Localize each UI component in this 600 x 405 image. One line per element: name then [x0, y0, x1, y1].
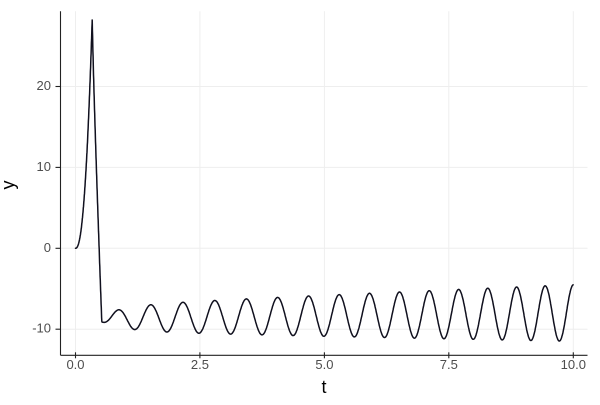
- svg-text:10.0: 10.0: [561, 357, 586, 372]
- svg-text:0: 0: [44, 240, 51, 255]
- svg-text:10: 10: [37, 159, 51, 174]
- svg-text:2.5: 2.5: [191, 357, 209, 372]
- svg-text:y: y: [0, 181, 18, 190]
- svg-text:-10: -10: [32, 321, 51, 336]
- svg-text:t: t: [321, 377, 326, 397]
- svg-text:7.5: 7.5: [440, 357, 458, 372]
- svg-text:0.0: 0.0: [66, 357, 84, 372]
- svg-text:5.0: 5.0: [315, 357, 333, 372]
- svg-text:20: 20: [37, 78, 51, 93]
